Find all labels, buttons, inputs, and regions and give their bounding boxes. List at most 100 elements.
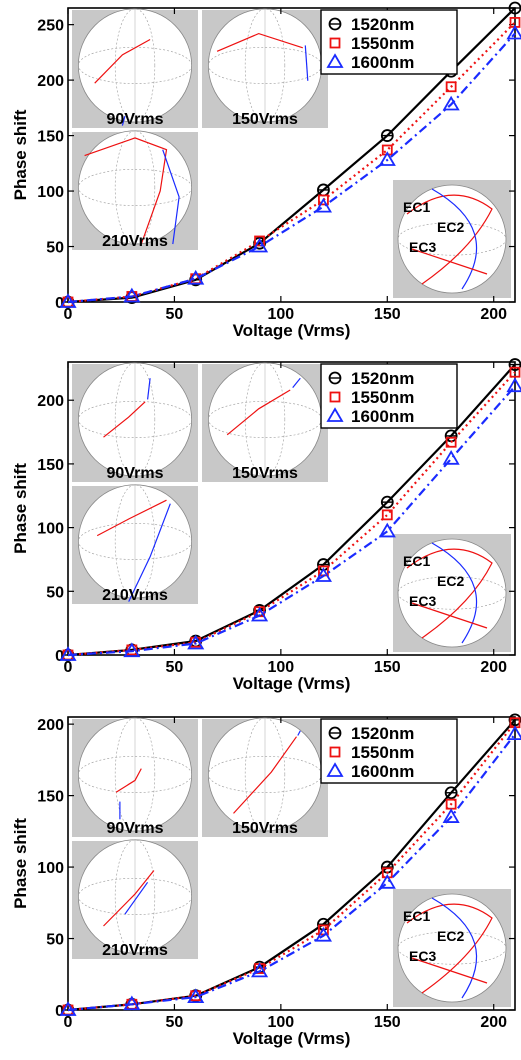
data-point-square [254, 235, 265, 247]
data-point-triangle [378, 874, 396, 889]
inset-sphere: 90Vrms [72, 8, 198, 128]
ec-red-curve [411, 602, 488, 629]
y-axis-label: Phase shift [11, 109, 30, 200]
inset-inset-label: 210Vrms [102, 587, 168, 604]
y-axis-label: Phase shift [11, 818, 30, 909]
data-point-triangle [123, 287, 141, 303]
inset-inset-label: 210Vrms [102, 233, 168, 250]
data-point-triangle [442, 808, 460, 823]
y-tick-label: 150 [37, 457, 64, 474]
legend-box [320, 9, 458, 75]
inset-sphere-meridian [114, 362, 156, 477]
data-point-square [445, 436, 457, 448]
ec-blue-curve [431, 188, 478, 290]
ec-red-curve [411, 957, 488, 984]
inset-sphere: 150Vrms [202, 8, 328, 128]
data-point-triangle [123, 995, 141, 1011]
inset-trajectory [304, 45, 309, 81]
series-line [67, 32, 516, 304]
inset-inset-label: 90Vrms [107, 111, 164, 128]
inset-sphere-meridian [244, 8, 286, 123]
ec-blue-curve [431, 542, 478, 644]
y-tick-label: 100 [37, 860, 64, 877]
x-tick-label: 200 [480, 306, 507, 323]
data-point-triangle [442, 450, 460, 465]
legend-entry: 1550nm [351, 743, 414, 762]
inset-trajectory [297, 730, 301, 736]
legend-marker-square [329, 746, 341, 758]
data-point-triangle [378, 151, 396, 166]
y-tick-label: 200 [37, 73, 64, 90]
x-axis-label: Voltage (Vrms) [233, 321, 351, 340]
ec-label: EC3 [409, 239, 436, 255]
inset-sphere-equator [78, 878, 192, 915]
inset-trajectory [121, 116, 126, 126]
ec-sphere-equator [397, 931, 507, 965]
legend-entry: 1520nm [351, 724, 414, 743]
inset-inset-label: 150Vrms [232, 465, 298, 482]
inset-sphere: 210Vrms [72, 130, 198, 250]
data-point-triangle [187, 634, 205, 650]
legend-entry: 1520nm [351, 15, 414, 34]
legend-marker-square [329, 37, 341, 49]
legend-entry: 1600nm [351, 53, 414, 72]
data-point-triangle [187, 988, 205, 1004]
x-axis-label: Voltage (Vrms) [233, 1029, 351, 1048]
inset-trajectory [94, 38, 151, 84]
inset-trajectory [115, 768, 142, 793]
inset-trajectory [103, 401, 146, 438]
inset-sphere-meridian [114, 839, 156, 954]
data-point-triangle [251, 606, 269, 622]
inset-trajectory [147, 378, 151, 400]
x-tick-label: 150 [374, 306, 401, 323]
inset-sphere-equator [78, 756, 192, 793]
legend-box [320, 363, 458, 429]
ec-red-curve [406, 548, 493, 639]
ec-blue-curve [431, 897, 478, 999]
legend-marker-triangle [326, 407, 344, 422]
ec-label: EC1 [403, 199, 430, 215]
data-point-triangle [251, 237, 269, 253]
data-point-square [318, 194, 329, 206]
inset-trajectory [128, 503, 171, 602]
ec-sphere-equator [397, 222, 507, 256]
inset-sphere-equator [78, 47, 192, 84]
data-point-triangle [251, 962, 269, 978]
inset-sphere: 90Vrms [72, 362, 198, 482]
inset-trajectory [96, 499, 167, 537]
inset-inset-label: 90Vrms [107, 820, 164, 837]
inset-sphere-equator [78, 169, 192, 206]
ec-red-curve [406, 903, 493, 994]
y-tick-label: 150 [37, 789, 64, 806]
inset-sphere: 150Vrms [202, 362, 328, 482]
series-line [67, 363, 516, 657]
ec-sphere-equator [397, 576, 507, 610]
data-point-triangle [506, 725, 521, 741]
ec-label: EC3 [409, 593, 436, 609]
data-point-triangle [442, 95, 460, 111]
inset-inset-label: 150Vrms [232, 111, 298, 128]
x-tick-label: 100 [268, 306, 295, 323]
x-tick-label: 150 [374, 1014, 401, 1031]
x-tick-label: 0 [64, 306, 73, 323]
legend-box [320, 718, 458, 784]
data-point-triangle [314, 926, 332, 942]
legend-marker-triangle [326, 762, 344, 777]
data-point-triangle [314, 567, 332, 582]
legend-entry: 1600nm [351, 407, 414, 426]
inset-inset-label: 210Vrms [102, 942, 168, 959]
data-point-triangle [314, 197, 332, 213]
y-axis-label: Phase shift [11, 463, 30, 554]
y-tick-label: 0 [55, 295, 64, 312]
ec-red-curve [406, 194, 493, 285]
data-point-square [509, 366, 521, 378]
y-tick-label: 200 [37, 393, 64, 410]
